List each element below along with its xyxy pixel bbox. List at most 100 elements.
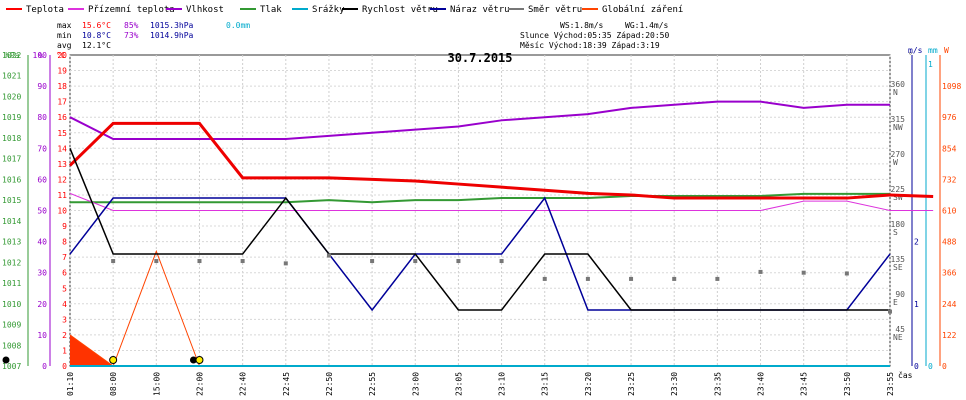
axis-pct-tick: 100: [33, 51, 48, 60]
wind-direction-point: [715, 276, 720, 281]
sunrise-marker: [109, 356, 118, 364]
axis-ms-tick: 1: [914, 300, 919, 309]
series-wind-speed: [69, 148, 890, 311]
axis-degc-tick: 15: [57, 129, 67, 138]
axis-hpa-tick: 1016: [2, 175, 21, 184]
stat-min-temp: 10.8°C: [82, 31, 111, 40]
axis-dir-tick: 180: [891, 220, 906, 229]
axis-degc-tick: 19: [57, 67, 67, 76]
wind-direction-point: [197, 259, 202, 264]
axis-degc-tick: 7: [62, 253, 67, 262]
axis-wm2-tick: 488: [942, 238, 957, 247]
x-tick-label: 23:10: [498, 372, 507, 396]
x-tick-label: 23:00: [411, 372, 420, 396]
axis-dir-cardinal: W: [893, 158, 898, 167]
axis-pct-tick: 90: [37, 82, 47, 91]
sunset-marker: [195, 356, 204, 364]
axis-ms-unit: m/s: [908, 46, 923, 55]
stat-max-label: max: [57, 21, 72, 30]
axis-pct-tick: 50: [37, 207, 47, 216]
axes: hPa1022102110201019101810171016101510141…: [2, 46, 961, 396]
legend-label: Srážky: [312, 5, 345, 15]
axis-hpa-tick: 1017: [2, 155, 21, 164]
axis-hpa-unit: hPa: [5, 51, 20, 60]
legend-label: Globální záření: [602, 5, 683, 15]
x-tick-label: 22:50: [325, 372, 334, 396]
axis-pct-tick: 70: [37, 144, 47, 153]
axis-degc-tick: 1: [62, 346, 67, 355]
axis-ms-tick: 2: [914, 238, 919, 247]
wind-direction-point: [370, 259, 375, 264]
series-humidity: [69, 100, 890, 140]
axis-pct-unit: %: [38, 51, 43, 60]
info-ws: WS:1.8m/s: [560, 21, 604, 30]
x-tick-label: 23:15: [541, 372, 550, 396]
axis-wm2-unit: W: [944, 46, 949, 55]
axis-hpa-tick: 1022: [2, 51, 21, 60]
legend-label: Tlak: [260, 5, 282, 15]
x-tick-label: 23:40: [757, 372, 766, 396]
axis-dir-cardinal: NE: [893, 333, 903, 342]
axis-hpa-tick: 1009: [2, 321, 21, 330]
series-radiation: [69, 249, 200, 367]
axis-hpa-tick: 1019: [2, 113, 21, 122]
x-tick-label: 23:05: [454, 372, 463, 396]
axis-pct-tick: 60: [37, 175, 47, 184]
series-ground-temp: [69, 192, 934, 211]
stat-max-hum: 85%: [124, 21, 139, 30]
axis-mm-tick: 0: [928, 362, 933, 371]
moon-marker: [2, 356, 10, 364]
wind-direction-point: [672, 276, 677, 281]
axis-hpa-tick: 1015: [2, 196, 21, 205]
axis-wm2-tick: 976: [942, 113, 957, 122]
wind-direction-point: [240, 259, 245, 264]
wind-direction-point: [629, 276, 634, 281]
axis-degc-unit: °C: [56, 51, 66, 60]
wind-direction-point: [585, 276, 590, 281]
axis-hpa-tick: 1018: [2, 134, 21, 143]
axis-degc-tick: 20: [57, 51, 67, 60]
axis-degc-tick: 9: [62, 222, 67, 231]
axis-degc-tick: 16: [57, 113, 67, 122]
wind-direction-point: [758, 269, 763, 274]
axis-wm2-tick: 122: [942, 331, 957, 340]
axis-wm2-tick: 854: [942, 144, 957, 153]
wind-direction-point: [283, 261, 288, 266]
axis-dir-cardinal: S: [893, 228, 898, 237]
axis-mm-tick: 1: [928, 60, 933, 69]
axis-pct-tick: 80: [37, 113, 47, 122]
axis-degc-tick: 11: [57, 191, 67, 200]
x-tick-label: 23:20: [584, 372, 593, 396]
stat-max-press: 1015.3hPa: [150, 21, 194, 30]
x-tick-label: 01:10: [66, 372, 75, 396]
stat-max-temp: 15.6°C: [82, 21, 111, 30]
x-tick-label: 22:40: [239, 372, 248, 396]
axis-dir-cardinal: E: [893, 298, 898, 307]
legend-label: Přízemní teplota: [88, 5, 175, 15]
legend-label: Rychlost větru: [362, 5, 438, 15]
axis-dir-cardinal: NW: [893, 123, 903, 132]
axis-degc-tick: 2: [62, 331, 67, 340]
info-sun: Slunce Východ:05:35 Západ:20:50: [520, 31, 669, 40]
legend-label: Náraz větru: [450, 5, 510, 15]
wind-direction-point: [154, 259, 159, 264]
axis-dir-tick: 45: [895, 325, 905, 334]
axis-dir-tick: 90: [895, 290, 905, 299]
axis-pct-tick: 40: [37, 238, 47, 247]
x-tick-label: 22:45: [282, 372, 291, 396]
axis-degc-tick: 14: [57, 144, 67, 153]
wind-direction-point: [542, 276, 547, 281]
axis-degc-tick: 8: [62, 238, 67, 247]
axis-dir-cardinal: N: [893, 88, 898, 97]
axis-degc-tick: 17: [57, 98, 67, 107]
wind-direction-point: [888, 309, 892, 314]
axis-degc-tick: 3: [62, 315, 67, 324]
x-tick-label: 23:55: [886, 372, 895, 396]
axis-wm2-tick: 1098: [942, 82, 961, 91]
axis-dir-unit: °: [908, 51, 913, 60]
axis-hpa-tick: 1011: [2, 279, 21, 288]
axis-pct-tick: 30: [37, 269, 47, 278]
wind-direction-point: [111, 259, 116, 264]
